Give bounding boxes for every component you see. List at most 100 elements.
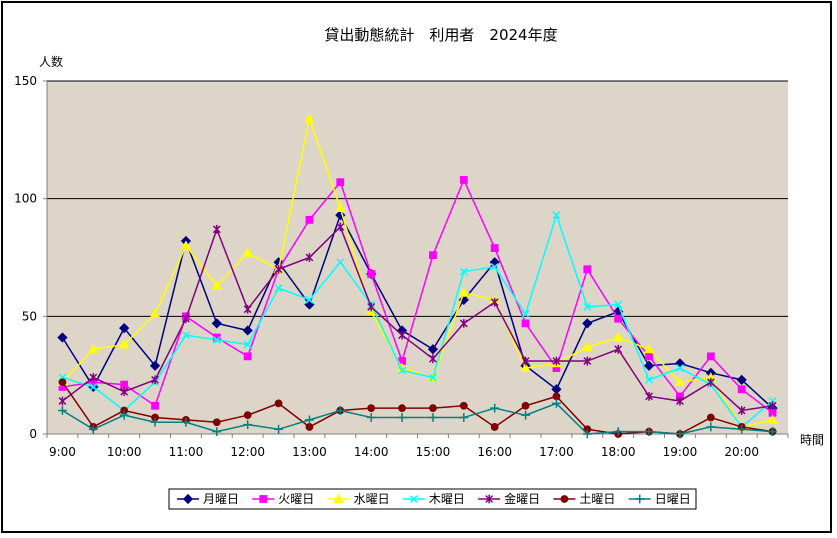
x-tick-label: 11:00: [169, 445, 204, 459]
x-tick-label: 9:00: [49, 445, 76, 459]
data-point: [149, 360, 161, 371]
x-tick-label: 13:00: [292, 445, 327, 459]
data-point: [458, 287, 470, 297]
data-point: [398, 366, 406, 375]
data-point: [242, 325, 253, 336]
data-point: [768, 427, 777, 437]
legend-label: 月曜日: [203, 492, 239, 506]
data-point: [120, 380, 129, 389]
data-point: [212, 224, 221, 234]
data-point: [643, 343, 655, 354]
data-point: [429, 354, 437, 364]
data-point: [305, 253, 314, 262]
data-point: [336, 178, 345, 187]
data-point: [612, 332, 624, 342]
data-point: [428, 413, 438, 422]
series-7: [58, 399, 777, 439]
data-point: [459, 413, 469, 422]
data-point: [635, 494, 645, 504]
data-point: [429, 251, 437, 260]
data-point: [182, 331, 190, 340]
data-point: [675, 429, 685, 439]
chart-title: 貸出動態統計 利用者 2024年度: [324, 26, 557, 44]
series-line: [61, 213, 774, 409]
series-line: [62, 402, 773, 435]
data-point: [676, 364, 684, 373]
legend-item: 木曜日: [402, 492, 465, 506]
data-point: [613, 427, 623, 437]
data-point: [57, 332, 68, 343]
data-point: [429, 373, 437, 382]
data-point: [366, 413, 376, 422]
y-tick-label: 150: [14, 74, 37, 88]
legend-item: 水曜日: [327, 492, 390, 506]
data-point: [552, 356, 561, 366]
data-point: [212, 335, 221, 344]
data-point: [274, 424, 283, 434]
x-tick-label: 14:00: [354, 445, 389, 459]
legend-label: 木曜日: [429, 492, 465, 506]
legend-label: 火曜日: [278, 492, 314, 506]
data-point: [674, 376, 686, 387]
data-point: [274, 284, 283, 293]
data-point: [644, 427, 654, 437]
plot-area: [47, 81, 788, 434]
data-point: [643, 360, 655, 371]
data-point: [243, 304, 252, 314]
data-point: [706, 377, 715, 387]
data-point: [58, 378, 67, 387]
data-point: [459, 318, 468, 328]
data-point: [304, 113, 315, 123]
series-4: [58, 211, 777, 431]
data-point: [521, 410, 530, 420]
data-point: [118, 339, 130, 349]
data-point: [459, 175, 468, 184]
data-point: [211, 318, 222, 329]
data-point: [427, 344, 439, 355]
data-point: [259, 495, 268, 503]
legend-box: [168, 488, 697, 510]
data-point: [614, 300, 623, 309]
data-point: [151, 401, 159, 410]
x-tick-label: 20:00: [724, 445, 759, 459]
legend-item: 月曜日: [177, 492, 239, 506]
data-point: [367, 404, 376, 413]
data-point: [645, 391, 653, 401]
data-point: [521, 319, 530, 328]
x-tick-label: 19:00: [663, 445, 698, 459]
data-point: [335, 406, 345, 415]
data-point: [459, 267, 468, 276]
data-point: [614, 314, 623, 323]
series-line: [62, 177, 774, 414]
legend-label: 土曜日: [579, 492, 615, 506]
x-tick-label: 10:00: [107, 445, 142, 459]
axes: [43, 80, 789, 438]
data-point: [335, 202, 346, 212]
data-point: [243, 352, 252, 361]
data-point: [212, 418, 221, 427]
y-tick-label: 100: [14, 192, 37, 206]
legend-label: 水曜日: [354, 492, 390, 506]
data-point: [151, 375, 159, 385]
x-tick-label: 16:00: [477, 445, 512, 459]
data-point: [181, 417, 191, 427]
data-point: [429, 404, 437, 413]
data-point: [582, 318, 593, 329]
data-point: [552, 399, 561, 408]
legend-item: 土曜日: [553, 492, 615, 506]
data-point: [737, 406, 746, 415]
data-point: [521, 401, 530, 410]
data-point: [490, 244, 499, 252]
data-point: [88, 343, 99, 354]
data-point: [645, 375, 653, 384]
series-5: [58, 222, 777, 415]
x-tick-label: 15:00: [416, 445, 451, 459]
data-point: [552, 392, 561, 401]
data-point: [409, 495, 418, 503]
data-point: [398, 404, 406, 413]
data-point: [119, 322, 130, 334]
data-point: [490, 423, 499, 431]
data-point: [582, 341, 593, 351]
data-point: [119, 410, 129, 420]
data-point: [397, 413, 407, 422]
